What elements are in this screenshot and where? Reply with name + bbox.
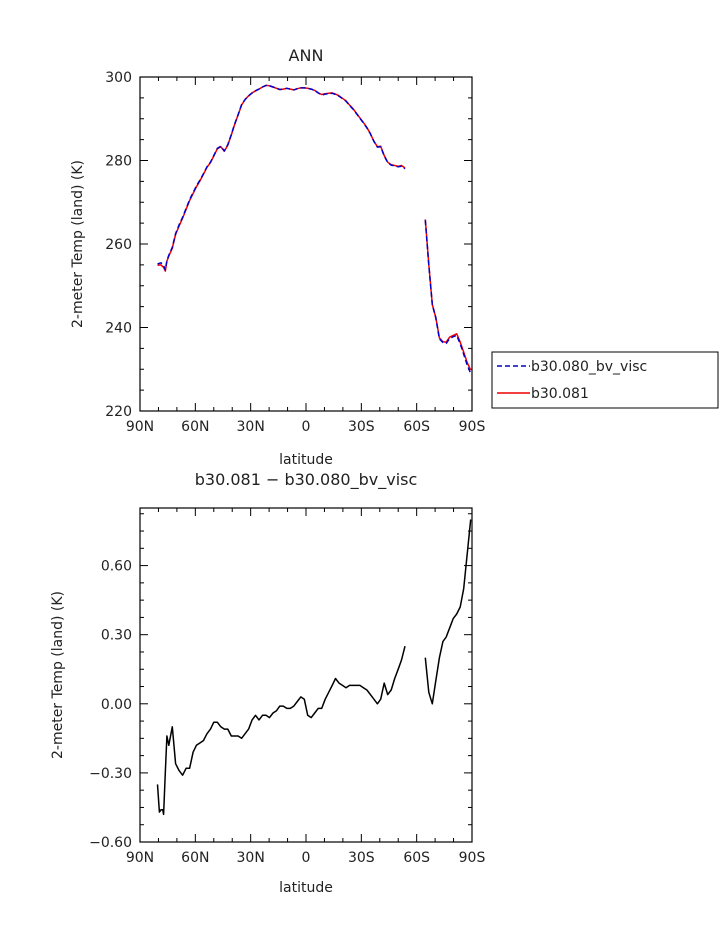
x-axis-label: latitude <box>279 452 333 468</box>
axis-ticks: 90N 60N 30N 0 30S 60S 90S −0.60 −0.30 0.00 0.30 0.6… <box>89 508 485 866</box>
chart-title: ANN <box>289 46 324 65</box>
series-line-0-segment-0 <box>156 646 406 816</box>
x-tick-label: 0 <box>302 419 311 435</box>
x-tick-label: 30S <box>348 419 375 435</box>
x-tick-label: 60S <box>403 850 430 866</box>
y-tick-label: 0.00 <box>101 697 132 713</box>
y-tick-label: 0.30 <box>101 628 132 644</box>
series-line-0-segment-1 <box>424 220 472 374</box>
y-axis-label: 2-meter Temp (land) (K) <box>70 160 86 328</box>
x-tick-label: 60N <box>181 419 209 435</box>
difference-panel: b30.081 − b30.080_bv_visc 90N 60N 30N 0 30S 6… <box>50 470 485 896</box>
annual-temperature-panel: ANN 90N 60N 30N 0 30S 60S 90S 220 240 260 280 300 l… <box>70 46 485 468</box>
y-tick-label: 280 <box>105 154 132 170</box>
axis-ticks: 90N 60N 30N 0 30S 60S 90S 220 240 260 280 300 <box>105 70 485 435</box>
series-line-1-segment-0 <box>157 84 406 272</box>
x-tick-label: 30S <box>348 850 375 866</box>
y-tick-label: −0.60 <box>89 835 132 851</box>
series-lines <box>157 84 472 374</box>
plot-frame <box>139 507 473 843</box>
series-line-0-segment-1 <box>424 519 472 705</box>
x-tick-label: 90N <box>126 850 154 866</box>
legend-label-b30-080-bv-visc: b30.080_bv_visc <box>531 359 647 375</box>
x-tick-label: 90N <box>126 419 154 435</box>
y-tick-label: −0.30 <box>89 766 132 782</box>
series-lines <box>156 519 472 816</box>
x-tick-label: 90S <box>459 850 486 866</box>
x-axis-label: latitude <box>279 880 333 896</box>
y-tick-label: 300 <box>105 70 132 86</box>
legend-box <box>491 351 719 409</box>
series-line-0-segment-0 <box>157 84 406 271</box>
x-tick-label: 30N <box>237 850 265 866</box>
x-tick-label: 60N <box>181 850 209 866</box>
legend-label-b30-081: b30.081 <box>531 386 589 402</box>
plot-frame <box>139 76 473 412</box>
chart-title: b30.081 − b30.080_bv_visc <box>195 470 418 490</box>
y-tick-label: 240 <box>105 321 132 337</box>
x-tick-label: 60S <box>403 419 430 435</box>
x-tick-label: 0 <box>302 850 311 866</box>
y-tick-label: 260 <box>105 237 132 253</box>
y-tick-label: 0.60 <box>101 559 132 575</box>
y-tick-label: 220 <box>105 404 132 420</box>
x-tick-label: 30N <box>237 419 265 435</box>
x-tick-label: 90S <box>459 419 486 435</box>
legend: b30.080_bv_visc b30.081 <box>491 351 719 409</box>
y-axis-label: 2-meter Temp (land) (K) <box>50 591 66 759</box>
